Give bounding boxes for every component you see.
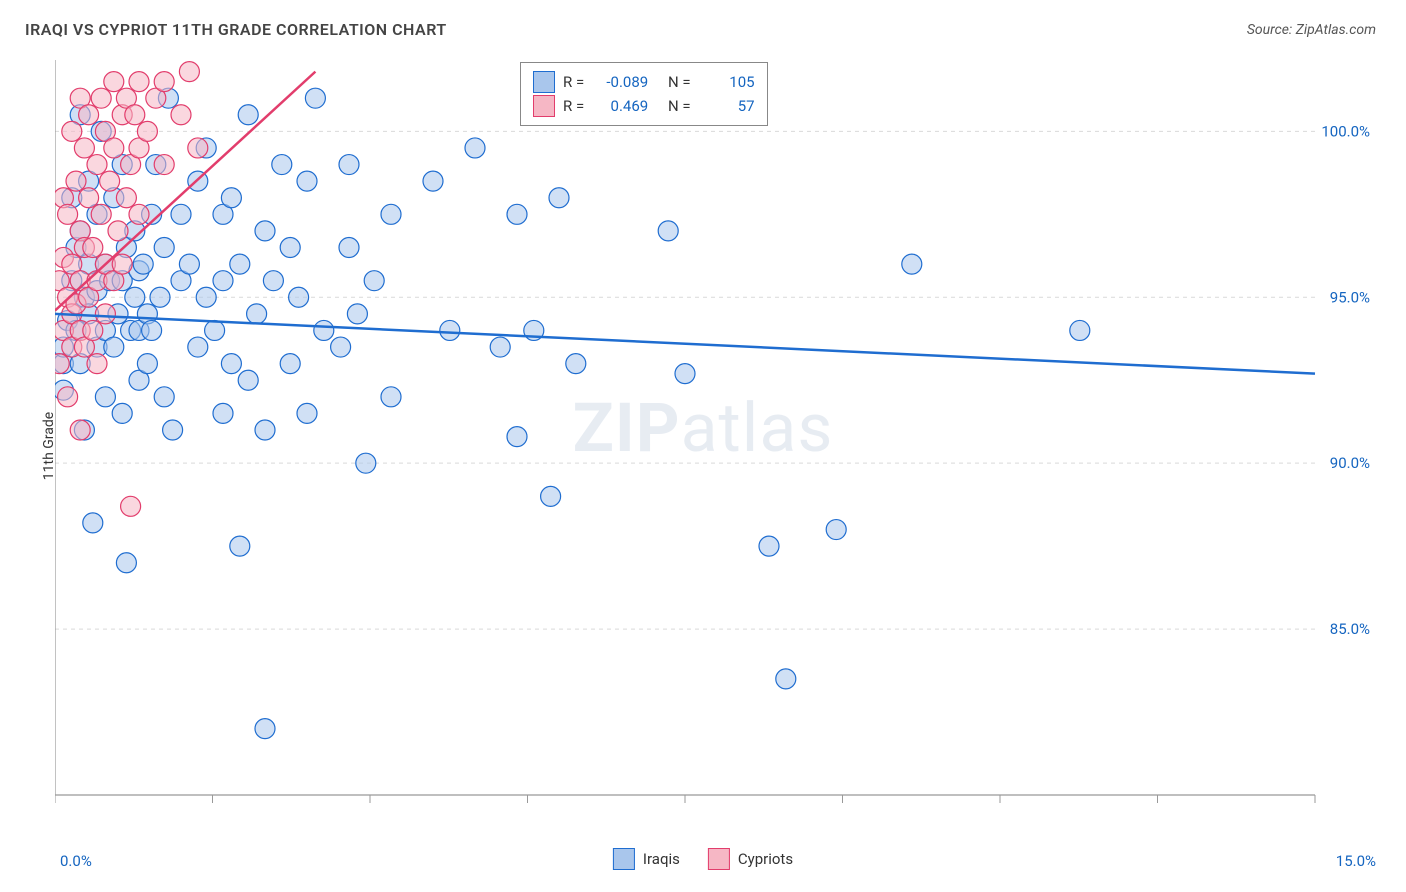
svg-text:95.0%: 95.0% <box>1330 288 1370 306</box>
svg-text:100.0%: 100.0% <box>1321 122 1370 140</box>
legend-label: Iraqis <box>643 850 680 868</box>
legend-item-iraqis: Iraqis <box>613 848 680 870</box>
stats-row-iraqis: R = -0.089 N = 105 <box>533 71 755 93</box>
legend-item-cypriots: Cypriots <box>708 848 793 870</box>
n-label: N = <box>668 73 691 91</box>
n-label: N = <box>668 97 691 115</box>
chart-title: IRAQI VS CYPRIOT 11TH GRADE CORRELATION … <box>25 20 447 39</box>
svg-text:85.0%: 85.0% <box>1330 620 1370 638</box>
swatch-iraqis <box>533 71 555 93</box>
correlation-stats-legend: R = -0.089 N = 105 R = 0.469 N = 57 <box>520 62 768 126</box>
stats-row-cypriots: R = 0.469 N = 57 <box>533 95 755 117</box>
r-label: R = <box>563 73 584 91</box>
n-value-cypriots: 57 <box>699 97 755 115</box>
source-credit: Source: ZipAtlas.com <box>1247 22 1376 38</box>
swatch-cypriots <box>533 95 555 117</box>
swatch-cypriots <box>708 848 730 870</box>
series-legend: Iraqis Cypriots <box>613 848 793 870</box>
correlation-scatter-chart: 85.0% 90.0% 95.0% 100.0% <box>55 55 1395 850</box>
svg-text:90.0%: 90.0% <box>1330 454 1370 472</box>
r-value-cypriots: 0.469 <box>592 97 648 115</box>
r-label: R = <box>563 97 584 115</box>
x-axis-min-label: 0.0% <box>60 852 92 870</box>
r-value-iraqis: -0.089 <box>592 73 648 91</box>
swatch-iraqis <box>613 848 635 870</box>
n-value-iraqis: 105 <box>699 73 755 91</box>
legend-label: Cypriots <box>738 850 793 868</box>
x-axis-max-label: 15.0% <box>1336 852 1376 870</box>
